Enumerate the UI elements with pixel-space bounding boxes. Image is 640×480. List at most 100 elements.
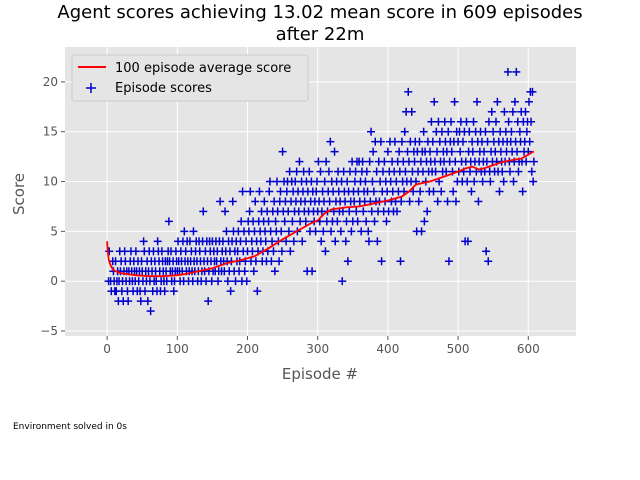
- scatter-point: [409, 187, 418, 196]
- scatter-point: [136, 297, 145, 306]
- scatter-point: [228, 197, 237, 206]
- y-axis-label: Score: [10, 173, 28, 215]
- scatter-point: [447, 117, 456, 126]
- scatter-point: [508, 107, 517, 116]
- scatter-point: [500, 107, 509, 116]
- scatter-point: [240, 267, 249, 276]
- scatter-point: [405, 197, 414, 206]
- scatter-point: [376, 137, 385, 146]
- scatter-point: [507, 127, 516, 136]
- y-tick-label: 20: [43, 75, 58, 89]
- scatter-point: [415, 137, 424, 146]
- legend-marker-swatch: [86, 83, 96, 93]
- scatter-point: [380, 157, 389, 166]
- scatter-point: [525, 137, 534, 146]
- chart-title-line1: Agent scores achieving 13.02 mean score …: [57, 2, 582, 23]
- y-tick-label: 0: [50, 274, 58, 288]
- scatter-point: [255, 187, 264, 196]
- scatter-point: [463, 237, 472, 246]
- scatter-point: [527, 167, 536, 176]
- scatter-point: [204, 297, 213, 306]
- scatter-point: [493, 97, 502, 106]
- scatter-point: [238, 187, 247, 196]
- scatter-point: [498, 167, 507, 176]
- scatter-point: [249, 267, 258, 276]
- scatter-point: [316, 167, 325, 176]
- scatter-point: [199, 207, 208, 216]
- legend-box: [71, 54, 309, 102]
- axis-ticks: 0 100 200 300 400 500 600 −5 0 5 10 15 20: [40, 75, 539, 356]
- scatter-point: [429, 187, 438, 196]
- scatter-point: [382, 217, 391, 226]
- scatter-point: [131, 247, 140, 256]
- scatter-point: [512, 67, 521, 76]
- scatter-point: [484, 117, 493, 126]
- scatter-point: [396, 257, 405, 266]
- scatter-point: [456, 147, 465, 156]
- scatter-point: [275, 257, 284, 266]
- scatter-point: [285, 167, 294, 176]
- scatter-point: [400, 127, 409, 136]
- scatter-point: [269, 247, 278, 256]
- scatter-point: [343, 257, 352, 266]
- scatter-point: [295, 157, 304, 166]
- scatter-point: [308, 267, 317, 276]
- scatter-point: [458, 137, 467, 146]
- scatter-point: [474, 197, 483, 206]
- scatter-point: [146, 307, 155, 316]
- scatter-point: [504, 117, 513, 126]
- scatter-point: [180, 227, 189, 236]
- y-tick-label: 5: [50, 224, 58, 238]
- scatter-point: [264, 217, 273, 226]
- scatter-point: [514, 167, 523, 176]
- scatter-point: [222, 227, 231, 236]
- scatter-point: [352, 207, 361, 216]
- scatter-point: [331, 237, 340, 246]
- scatter-point: [469, 117, 478, 126]
- scatter-point: [141, 287, 150, 296]
- scatter-point: [370, 217, 379, 226]
- scatter-point: [216, 197, 225, 206]
- scatter-point: [487, 107, 496, 116]
- y-tick-label: 10: [43, 175, 58, 189]
- scatter-point: [473, 97, 482, 106]
- scatter-point: [373, 237, 382, 246]
- scatter-point: [362, 217, 371, 226]
- scatter-point: [223, 277, 232, 286]
- scatter-point: [521, 107, 530, 116]
- scatter-point: [292, 167, 301, 176]
- scatter-point: [160, 287, 169, 296]
- scatter-point: [426, 147, 434, 156]
- scatter-point: [359, 207, 368, 216]
- scatter-point: [393, 207, 402, 216]
- scatter-point: [463, 177, 472, 186]
- scatter-point: [495, 187, 504, 196]
- footnote: Environment solved in 0s: [13, 422, 127, 432]
- scatter-point: [365, 157, 374, 166]
- scatter-point: [105, 247, 114, 256]
- scatter-point: [320, 177, 329, 186]
- scatter-point: [397, 137, 406, 146]
- scatter-point: [467, 187, 476, 196]
- scatter-point: [529, 157, 538, 166]
- scatter-point: [305, 167, 314, 176]
- y-tick-label: 15: [43, 125, 58, 139]
- scatter-point: [237, 217, 246, 226]
- scatter-point: [277, 227, 286, 236]
- legend-label-episodes: Episode scores: [115, 81, 212, 96]
- scatter-point: [478, 177, 487, 186]
- scatter-point: [246, 187, 255, 196]
- scatter-point: [270, 267, 279, 276]
- scatter-point: [527, 117, 536, 126]
- x-axis-label: Episode #: [282, 365, 358, 383]
- scatter-point: [317, 237, 326, 246]
- legend: 100 episode average score Episode scores: [71, 54, 309, 102]
- scatter-point: [486, 177, 495, 186]
- scatter-point: [189, 227, 198, 236]
- scatter-point: [383, 147, 392, 156]
- scatter-point: [226, 287, 235, 296]
- scatter-point: [462, 117, 471, 126]
- scatter-point: [491, 117, 500, 126]
- scatter-point: [364, 237, 373, 246]
